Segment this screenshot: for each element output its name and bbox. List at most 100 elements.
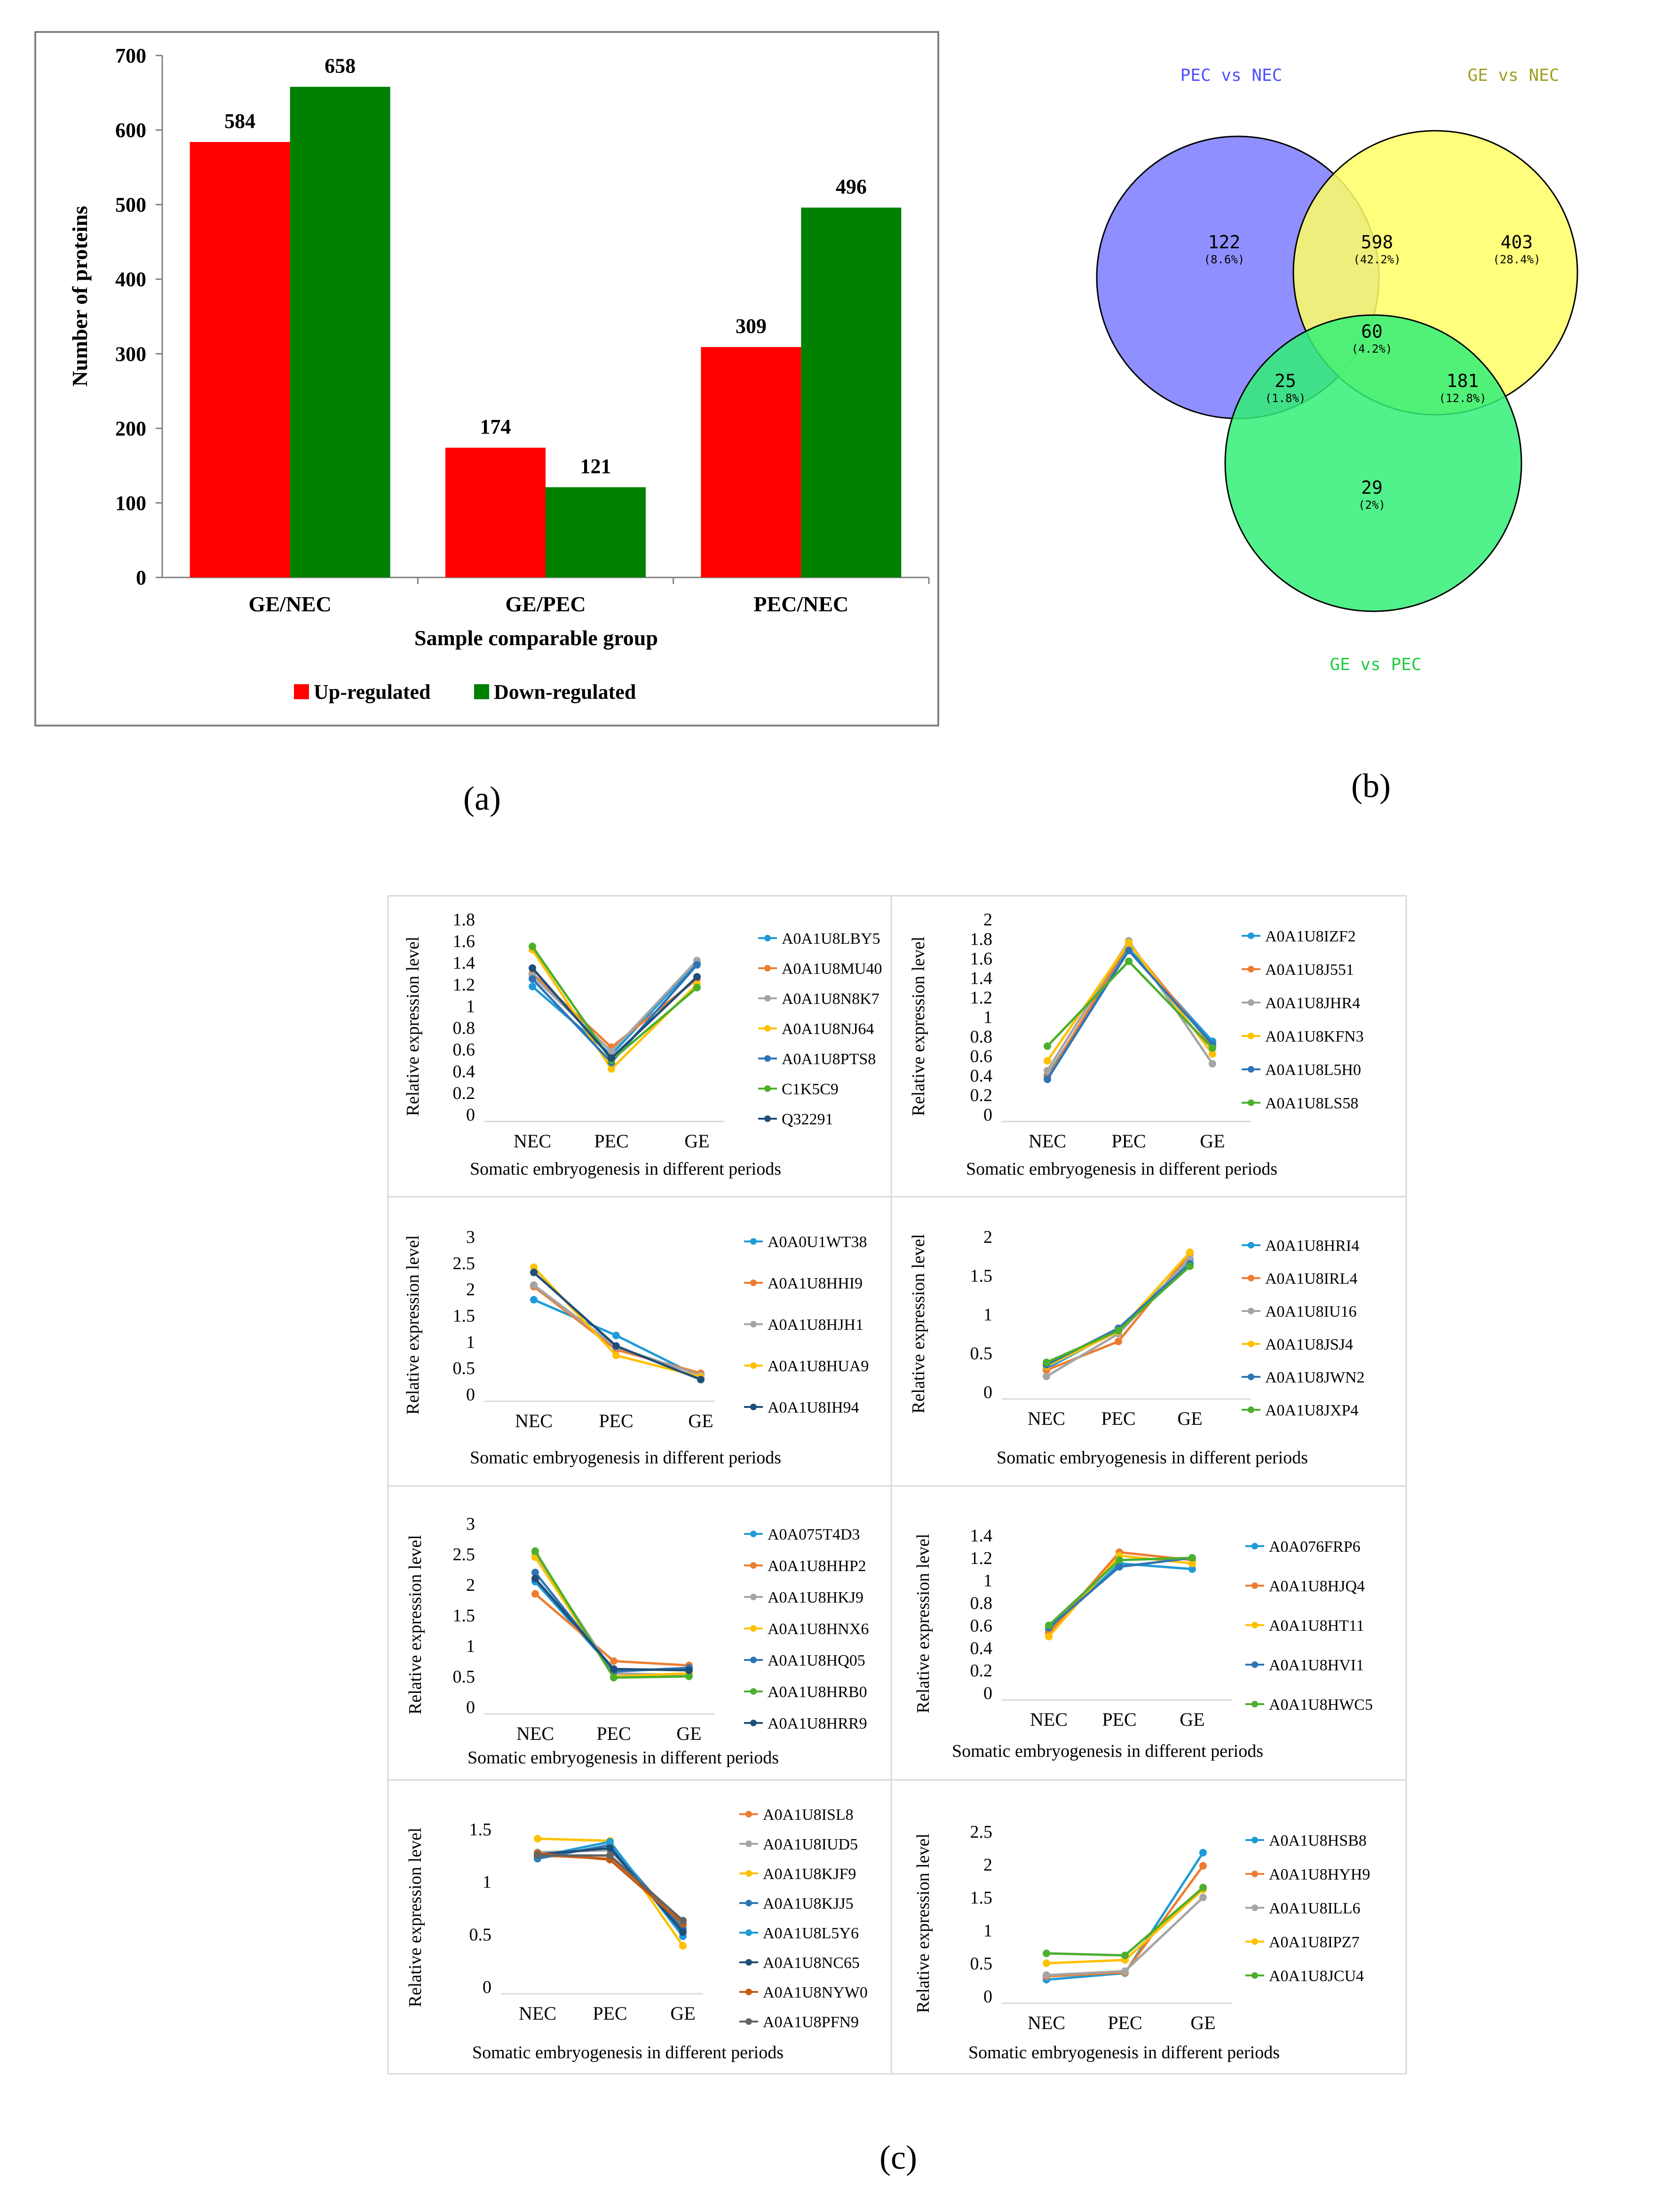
y-tick-label: 0.8 [970, 1594, 993, 1613]
legend-label: A0A1U8HSB8 [1269, 1832, 1367, 1849]
data-point [697, 1375, 705, 1383]
x-axis-title: Somatic embryogenesis in different perio… [968, 2043, 1280, 2062]
data-point [1121, 1951, 1129, 1959]
data-point [608, 1065, 615, 1073]
y-tick-label: 1 [983, 1008, 992, 1027]
legend-label: C1K5C9 [782, 1081, 839, 1098]
data-point [608, 1054, 615, 1062]
x-tick-label: PEC [1108, 2012, 1142, 2033]
data-point [610, 1657, 618, 1665]
legend-marker [1248, 999, 1254, 1006]
data-point [1045, 1621, 1053, 1629]
y-tick-label: 1.5 [970, 1266, 993, 1286]
y-tick-label: 0.5 [970, 1344, 993, 1364]
data-point [1116, 1556, 1123, 1564]
y-axis-title: Relative expression level [909, 1234, 928, 1414]
data-point [1044, 1057, 1051, 1065]
data-point [1043, 1373, 1050, 1380]
legend-marker [1248, 1242, 1254, 1248]
data-point [534, 1851, 541, 1859]
legend-label: A0A1U8L5H0 [1265, 1061, 1361, 1079]
line-chart-c1: 00.20.40.6 0.8 11.21.4 1.6 1.8 NEC PEC GE A0A1U8… [403, 910, 882, 1179]
y-tick-label: 2 [466, 1280, 475, 1300]
data-point [606, 1844, 614, 1852]
x-axis-title: Somatic embryogenesis in different perio… [952, 1741, 1263, 1761]
legend-label: A0A1U8LS58 [1265, 1095, 1358, 1112]
y-tick-label: 0 [983, 1683, 992, 1703]
venn-region-percent: (4.2%) [1352, 342, 1393, 356]
line-chart-c3: 0 0.5 1 1.5 2 2.5 3 NEC PEC GE A0A0U1WT38 A0A1U8HHI… [403, 1227, 869, 1468]
legend-swatch [474, 684, 489, 699]
bar [801, 207, 902, 577]
legend-swatch [294, 684, 309, 699]
data-point [693, 961, 701, 969]
legend-label: A0A1U8ISL8 [763, 1806, 854, 1824]
legend-marker [1248, 1341, 1254, 1347]
panel-b: PEC vs NEC GE vs NEC GE vs PEC 122(8.6%) 598… [1096, 66, 1578, 674]
data-point [612, 1342, 620, 1350]
venn-set-label: GE vs NEC [1467, 66, 1559, 85]
legend-marker [745, 1841, 752, 1847]
legend-label: A0A1U8HRR9 [768, 1715, 867, 1732]
data-point [1044, 1075, 1051, 1083]
y-tick-label: 200 [115, 417, 146, 440]
data-point [1116, 1563, 1123, 1571]
data-point [606, 1851, 614, 1859]
y-tick-label: 100 [115, 491, 146, 514]
y-tick-label: 0.5 [453, 1667, 475, 1687]
x-tick-label: GE [684, 1130, 709, 1152]
legend-marker [1251, 1582, 1258, 1589]
x-tick-label: PEC [596, 1723, 631, 1744]
legend-marker [1248, 1066, 1254, 1073]
y-tick-label: 0 [983, 1987, 992, 2007]
legend-label: Down-regulated [494, 680, 636, 703]
y-tick-label: 2.5 [453, 1545, 475, 1564]
venn-region-percent: (8.6%) [1204, 253, 1245, 266]
legend-label: A0A1U8JSJ4 [1265, 1336, 1353, 1353]
y-tick-label: 0.2 [970, 1661, 993, 1681]
legend-label: A0A1U8HJH1 [768, 1316, 863, 1334]
legend-label: A0A1U8HT11 [1269, 1617, 1364, 1635]
y-tick-label: 1 [983, 1571, 992, 1591]
legend-marker [750, 1238, 757, 1245]
data-point [1044, 1042, 1051, 1050]
data-point [530, 1268, 538, 1276]
legend-marker [1248, 1275, 1254, 1281]
legend-marker [745, 1811, 752, 1817]
x-axis-title: Somatic embryogenesis in different perio… [470, 1159, 781, 1179]
legend-label: A0A1U8HHI9 [768, 1275, 863, 1292]
data-point [1186, 1262, 1194, 1270]
y-tick-label: 1.5 [453, 1306, 475, 1326]
bar [190, 142, 290, 577]
legend-label: A0A1U8NJ64 [782, 1020, 874, 1038]
data-point [1186, 1255, 1194, 1263]
legend-marker [764, 965, 771, 972]
legend-label: A0A1U8HRB0 [768, 1683, 867, 1701]
legend-marker [745, 1870, 752, 1877]
y-tick-label: 1.2 [970, 988, 993, 1008]
legend-label: A0A1U8HVI1 [1269, 1657, 1364, 1674]
legend-label: A0A1U8JCU4 [1269, 1967, 1364, 1985]
x-tick-label: PEC [599, 1410, 633, 1431]
legend-marker [1248, 1033, 1254, 1039]
y-tick-label: 1.5 [453, 1606, 475, 1626]
data-point [679, 1942, 687, 1950]
data-point [608, 1048, 615, 1056]
legend-label: A0A1U8IUD5 [763, 1836, 858, 1853]
legend-marker [750, 1625, 757, 1632]
line-chart-c6: 00.2 0.4 0.6 0.8 1 1.21.4 NEC PEC GE A0A076FRP6 A0… [913, 1526, 1373, 1761]
bar-value-label: 496 [836, 175, 867, 198]
legend-label: A0A1U8HWC5 [1269, 1696, 1373, 1714]
data-point [529, 982, 536, 990]
y-tick-label: 0 [466, 1105, 475, 1125]
venn-set-label: PEC vs NEC [1180, 66, 1283, 85]
y-tick-label: 3 [466, 1514, 475, 1534]
legend-label: A0A1U8KFN3 [1265, 1028, 1364, 1045]
data-point [679, 1917, 687, 1925]
y-tick-label: 0 [466, 1698, 475, 1717]
data-point [693, 973, 701, 981]
line-chart-c4: 0 0.5 1 1.5 2 NEC PEC GE A0A1U8HRI4 A0A1U8IRL4 A0A… [909, 1227, 1365, 1468]
x-axis-title: Somatic embryogenesis in different perio… [472, 2043, 784, 2062]
